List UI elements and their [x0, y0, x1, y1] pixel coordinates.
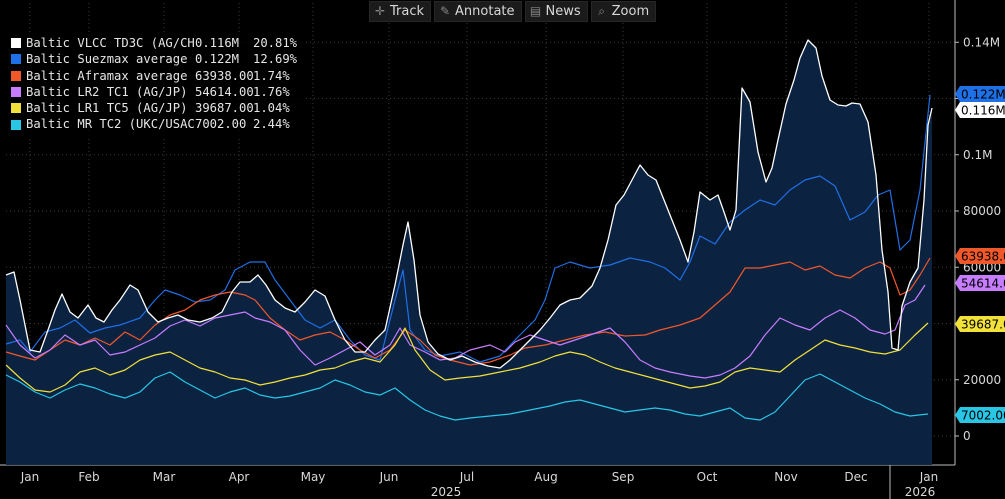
lr1-series-line	[5, 322, 929, 393]
track-label: Track	[390, 4, 425, 19]
magnifier-icon: ⌕	[598, 4, 606, 18]
legend-series-value: 54614.00	[195, 84, 254, 99]
x-tick-label: Oct	[697, 470, 718, 484]
crosshair-icon: ✛	[374, 4, 386, 18]
legend-series-value: 39687.00	[195, 101, 254, 116]
legend-series-name: Baltic Suezmax average	[26, 52, 188, 67]
last-value-tag-text: 63938.0	[961, 250, 1005, 264]
annotate-button[interactable]: ✎ Annotate	[434, 1, 522, 22]
legend-series-change: 1.76%	[253, 84, 290, 99]
last-value-tag: 63938.0	[955, 248, 1005, 264]
suezmax-series-line	[5, 94, 931, 363]
news-icon: ▤	[529, 4, 542, 18]
x-tick-label: Jan	[919, 470, 939, 484]
y-tick-label: 0.1M	[963, 148, 992, 162]
legend-series-change: 2.44%	[253, 117, 290, 132]
pencil-icon: ✎	[440, 4, 451, 18]
last-value-tag-bg	[955, 316, 1005, 332]
last-value-tag-bg	[955, 102, 1005, 118]
x-tick-label: Sep	[612, 470, 635, 484]
last-value-tag-bg	[955, 248, 1005, 264]
last-value-tag-bg	[955, 86, 1005, 102]
legend-series-value: 0.116M	[195, 36, 240, 50]
legend-entry[interactable]: Baltic LR2 TC1 (AG/JP) 54614.00 1.76%	[11, 84, 297, 100]
zoom-label: Zoom	[611, 4, 650, 19]
chart-toolbar: ✛ Track ✎ Annotate ▤ News ⌕ Zoom	[369, 1, 657, 22]
y-tick-label: 0	[963, 429, 971, 443]
news-button[interactable]: ▤ News	[524, 1, 588, 22]
legend-series-change: 1.04%	[253, 101, 290, 116]
x-tick-label: Jan	[20, 470, 40, 484]
annotate-label: Annotate	[455, 4, 515, 19]
last-value-tag-text: 54614.0	[961, 277, 1005, 291]
legend-series-name: Baltic LR2 TC1 (AG/JP)	[26, 84, 188, 99]
x-tick-label: Mar	[153, 470, 176, 484]
x-tick-label: Dec	[844, 470, 867, 484]
last-value-tag-text: 0.122M	[961, 88, 1005, 102]
last-value-tag-text: 39687.0	[961, 318, 1005, 332]
x-tick-label: Nov	[774, 470, 797, 484]
x-tick-label: May	[301, 470, 326, 484]
x-tick-label: Feb	[78, 470, 99, 484]
legend-swatch	[11, 38, 21, 49]
last-value-tag: 7002.00	[955, 407, 1005, 423]
legend-series-name: Baltic MR TC2 (UKC/USAC)	[26, 117, 195, 132]
legend-swatch	[11, 87, 21, 98]
year-label: 2025	[431, 485, 462, 499]
y-tick-label: 80000	[963, 204, 1001, 218]
last-value-tag: 0.116M	[955, 102, 1005, 118]
y-tick-label: 0.14M	[963, 35, 1000, 49]
last-value-tag-bg	[955, 407, 1005, 423]
legend-swatch	[11, 119, 21, 130]
legend-swatch	[11, 103, 21, 114]
legend-swatch	[11, 70, 21, 81]
last-value-tag-bg	[955, 275, 1005, 291]
legend-series-change: 12.69%	[253, 52, 298, 67]
news-label: News	[545, 4, 581, 19]
legend-swatch	[11, 54, 21, 65]
legend-series-change: 1.74%	[253, 68, 290, 83]
legend-entry[interactable]: Baltic VLCC TD3C (AG/CH) 0.116M 20.81%	[11, 35, 297, 51]
legend-series-change: 20.81%	[253, 36, 298, 50]
legend-series-value: 0.122M	[195, 52, 240, 67]
zoom-button[interactable]: ⌕ Zoom	[590, 1, 657, 22]
last-value-tag: 39687.0	[955, 316, 1005, 332]
track-button[interactable]: ✛ Track	[369, 1, 432, 22]
legend-entry[interactable]: Baltic Aframax average 63938.00 1.74%	[11, 68, 297, 84]
legend-entry[interactable]: Baltic Suezmax average 0.122M 12.69%	[11, 51, 297, 67]
last-value-tag: 0.122M	[955, 86, 1005, 102]
vlcc-area-fill	[6, 40, 932, 465]
lr2-series-line	[5, 284, 926, 379]
mr-series-line	[5, 371, 929, 421]
legend-series-name: Baltic Aframax average	[26, 68, 188, 83]
legend-series-name: Baltic VLCC TD3C (AG/CH)	[26, 36, 195, 50]
x-tick-label: Jul	[459, 470, 474, 484]
y-tick-label: 20000	[963, 373, 1001, 387]
legend-series-value: 7002.00	[195, 117, 247, 132]
x-tick-label: Apr	[229, 470, 250, 484]
last-value-tag-text: 7002.00	[961, 409, 1005, 423]
x-tick-label: Aug	[534, 470, 557, 484]
legend-entry[interactable]: Baltic LR1 TC5 (AG/JP) 39687.00 1.04%	[11, 100, 297, 116]
vlcc-series-line	[5, 39, 933, 369]
last-value-tag: 54614.0	[955, 275, 1005, 291]
legend-series-name: Baltic LR1 TC5 (AG/JP)	[26, 101, 188, 116]
last-value-tag-text: 0.116M	[961, 104, 1005, 118]
legend-series-value: 63938.00	[195, 68, 254, 83]
x-tick-label: Jun	[379, 470, 399, 484]
chart-legend: Baltic VLCC TD3C (AG/CH) 0.116M 20.81% Bal…	[6, 33, 304, 136]
year-label: 2026	[905, 485, 936, 499]
legend-entry[interactable]: Baltic MR TC2 (UKC/USAC) 7002.00 2.44%	[11, 116, 297, 132]
